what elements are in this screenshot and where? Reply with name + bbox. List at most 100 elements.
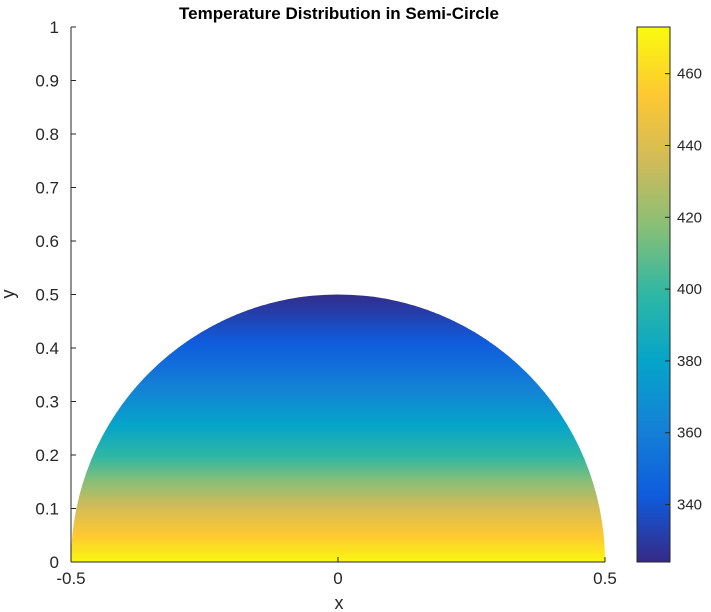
temperature-band — [71, 443, 605, 447]
temperature-band — [71, 365, 605, 369]
colorbar-tick-label: 460 — [677, 66, 702, 83]
temperature-band — [71, 447, 605, 452]
temperature-band — [71, 316, 605, 320]
temperature-band — [71, 351, 605, 356]
temperature-band — [71, 421, 605, 425]
colorbar-tick-label: 420 — [677, 209, 702, 226]
y-tick-label: 0.8 — [35, 125, 59, 144]
x-ticks: -0.5 0 0.5 — [56, 557, 617, 588]
temperature-band — [71, 385, 605, 389]
temperature-band — [71, 528, 605, 532]
colorbar: 340 360 380 400 420 440 460 — [636, 26, 702, 563]
temperature-band — [71, 343, 605, 347]
temperature-band — [71, 432, 605, 436]
temperature-band — [71, 389, 605, 394]
temperature-band — [71, 307, 605, 311]
temperature-band — [71, 425, 605, 429]
temperature-band — [71, 331, 605, 336]
temperature-band — [71, 454, 605, 458]
temperature-band — [71, 552, 605, 556]
temperature-band — [71, 367, 605, 371]
temperature-band — [71, 334, 605, 338]
temperature-band — [71, 401, 605, 405]
y-tick-label: 0.3 — [35, 393, 59, 412]
temperature-band — [71, 490, 605, 494]
y-tick-label: 0 — [50, 553, 59, 572]
temperature-band — [71, 465, 605, 469]
temperature-band — [71, 499, 605, 503]
temperature-band — [71, 325, 605, 329]
temperature-band — [71, 349, 605, 353]
temperature-band — [71, 374, 605, 378]
plot-area: -0.5 0 0.5 00.10.20.30.40.50.60.70.80.91 — [35, 18, 616, 588]
temperature-band — [71, 434, 605, 438]
temperature-band — [71, 512, 605, 516]
temperature-band — [71, 416, 605, 420]
colorbar-ticks: 340 360 380 400 420 440 460 — [665, 66, 702, 514]
temperature-band — [71, 545, 605, 550]
colorbar-tick-label: 380 — [677, 353, 702, 370]
temperature-band — [71, 396, 605, 400]
temperature-band — [71, 305, 605, 309]
temperature-band — [71, 452, 605, 456]
temperature-band — [71, 327, 605, 331]
temperature-band — [71, 461, 605, 465]
y-tick-label: 0.1 — [35, 500, 59, 519]
temperature-band — [71, 356, 605, 360]
temperature-band — [71, 363, 605, 367]
temperature-band — [71, 467, 605, 472]
temperature-band — [71, 508, 605, 512]
temperature-band — [71, 383, 605, 387]
temperature-band — [71, 405, 605, 409]
temperature-band — [71, 376, 605, 380]
temperature-band — [71, 338, 605, 342]
temperature-band — [71, 340, 605, 345]
temperature-band — [71, 516, 605, 521]
temperature-band — [71, 543, 605, 547]
y-tick-label: 0.6 — [35, 232, 59, 251]
colorbar-tick-label: 440 — [677, 137, 702, 154]
y-tick-label: 0.7 — [35, 179, 59, 198]
temperature-band — [71, 318, 605, 322]
temperature-band — [71, 474, 605, 478]
temperature-band — [71, 427, 605, 431]
temperature-band — [71, 550, 605, 554]
x-tick-label: -0.5 — [56, 569, 85, 588]
temperature-band — [71, 532, 605, 536]
temperature-band — [71, 501, 605, 505]
temperature-band — [71, 510, 605, 514]
temperature-band — [71, 519, 605, 523]
y-axis-label: y — [0, 290, 18, 299]
temperature-band — [71, 372, 605, 376]
temperature-band — [71, 320, 605, 324]
colorbar-gradient — [636, 26, 671, 563]
temperature-band — [71, 525, 605, 530]
temperature-band — [71, 479, 605, 483]
temperature-band — [71, 329, 605, 333]
temperature-band — [71, 300, 605, 304]
temperature-band — [71, 436, 605, 440]
temperature-band — [71, 429, 605, 434]
temperature-band — [71, 418, 605, 423]
temperature-band — [71, 302, 605, 307]
temperature-band — [71, 503, 605, 507]
temperature-band — [71, 403, 605, 407]
x-tick-label: 0 — [333, 569, 342, 588]
y-tick-label: 1 — [50, 18, 59, 37]
temperature-band — [71, 487, 605, 492]
colorbar-tick-label: 340 — [677, 497, 702, 514]
temperature-band — [71, 530, 605, 534]
temperature-field — [71, 294, 605, 562]
x-tick-label: 0.5 — [593, 569, 617, 588]
temperature-band — [71, 472, 605, 476]
temperature-band — [71, 412, 605, 416]
temperature-band — [71, 294, 605, 298]
x-axis-label: x — [335, 593, 344, 612]
temperature-band — [71, 394, 605, 398]
temperature-band — [71, 541, 605, 545]
temperature-band — [71, 523, 605, 527]
temperature-band — [71, 387, 605, 391]
y-tick-label: 0.9 — [35, 72, 59, 91]
temperature-band — [71, 548, 605, 552]
